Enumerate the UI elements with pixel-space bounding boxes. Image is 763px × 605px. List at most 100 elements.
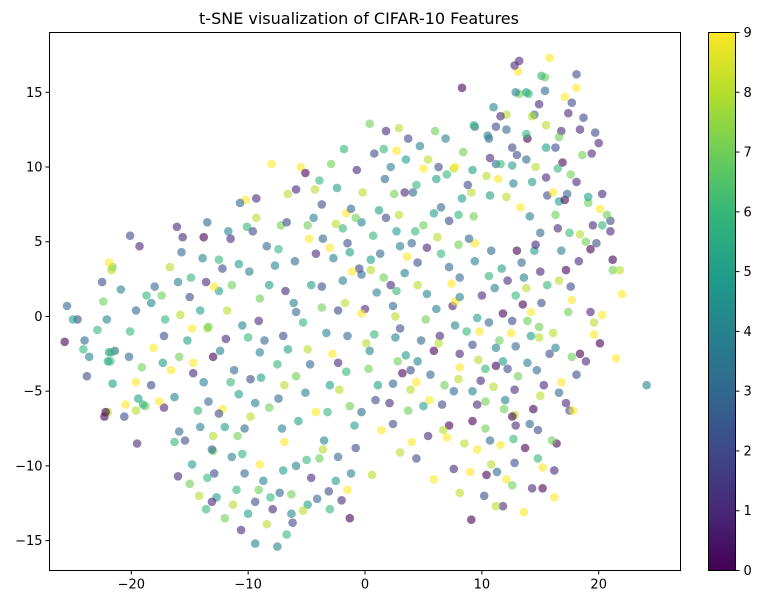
scatter-point xyxy=(322,328,331,338)
scatter-point xyxy=(533,454,543,463)
scatter-point xyxy=(602,210,612,220)
scatter-point xyxy=(218,264,227,273)
scatter-point xyxy=(554,132,564,142)
scatter-point xyxy=(484,271,494,281)
colorbar-ticks: 0 1 2 3 4 5 6 7 8 9 xyxy=(735,26,752,579)
scatter-point xyxy=(125,231,135,240)
scatter-point xyxy=(120,412,129,421)
scatter-point xyxy=(537,71,546,81)
scatter-point xyxy=(278,331,288,341)
scatter-point xyxy=(137,363,147,372)
colorbar-tick-label: 3 xyxy=(744,385,752,400)
scatter-point xyxy=(333,452,343,462)
scatter-point xyxy=(343,331,352,341)
scatter-point xyxy=(106,357,115,366)
scatter-point xyxy=(454,240,463,249)
scatter-point xyxy=(541,120,551,130)
scatter-point xyxy=(185,479,194,489)
scatter-point xyxy=(210,469,219,478)
scatter-point xyxy=(107,348,116,357)
scatter-point xyxy=(210,282,219,291)
scatter-point xyxy=(125,327,135,336)
scatter-point xyxy=(498,501,508,511)
scatter-point xyxy=(260,336,269,345)
colorbar-tick-label: 5 xyxy=(744,265,752,280)
colorbar-tick-label: 9 xyxy=(744,26,752,41)
scatter-point xyxy=(215,346,225,356)
x-tick-label: 20 xyxy=(590,578,607,593)
scatter-point xyxy=(324,487,334,496)
scatter-point xyxy=(364,364,373,374)
scatter-point xyxy=(551,143,560,152)
scatter-point xyxy=(301,388,310,398)
scatter-point xyxy=(180,436,190,445)
scatter-point xyxy=(557,246,566,255)
scatter-point xyxy=(346,204,356,214)
scatter-point xyxy=(381,213,391,223)
scatter-point xyxy=(567,98,577,107)
scatter-point xyxy=(523,358,532,368)
scatter-point xyxy=(611,354,621,363)
scatter-point xyxy=(195,422,205,432)
scatter-point xyxy=(511,421,520,430)
scatter-point xyxy=(455,488,465,498)
scatter-point xyxy=(561,265,571,275)
scatter-point xyxy=(240,424,249,433)
scatter-point xyxy=(608,265,617,275)
scatter-point xyxy=(294,416,303,426)
scatter-point xyxy=(302,455,311,465)
scatter-point xyxy=(84,352,94,362)
scatter-point xyxy=(489,382,498,392)
scatter-point xyxy=(491,122,501,131)
scatter-point xyxy=(289,298,299,308)
scatter-point xyxy=(165,262,175,272)
scatter-point xyxy=(581,237,591,246)
scatter-point xyxy=(275,488,285,498)
scatter-point xyxy=(509,434,518,444)
scatter-point xyxy=(291,461,301,471)
scatter-point xyxy=(433,232,442,242)
scatter-point xyxy=(575,230,585,239)
scatter-point xyxy=(503,276,512,285)
scatter-point xyxy=(357,218,366,227)
scatter-point xyxy=(214,255,224,264)
scatter-point xyxy=(385,398,394,408)
scatter-point xyxy=(547,436,557,445)
scatter-point xyxy=(326,159,336,169)
scatter-point xyxy=(527,484,537,493)
scatter-point xyxy=(531,240,540,249)
scatter-point xyxy=(135,241,144,251)
scatter-point xyxy=(455,273,465,282)
scatter-point xyxy=(379,144,389,154)
scatter-point xyxy=(388,301,398,311)
scatter-point xyxy=(107,265,116,275)
scatter-point xyxy=(274,244,283,254)
scatter-point xyxy=(513,371,523,381)
scatter-point xyxy=(332,183,342,193)
scatter-point xyxy=(550,493,559,502)
scatter-point xyxy=(311,407,321,417)
scatter-point xyxy=(393,357,403,366)
scatter-point xyxy=(392,286,401,296)
scatter-point xyxy=(525,419,535,429)
scatter-point xyxy=(195,306,205,315)
scatter-point xyxy=(423,155,433,164)
scatter-point xyxy=(567,295,577,305)
scatter-point xyxy=(554,388,564,398)
scatter-point xyxy=(82,371,92,381)
scatter-point xyxy=(255,460,265,469)
scatter-point xyxy=(586,244,595,254)
scatter-point xyxy=(491,361,501,371)
scatter-point xyxy=(342,367,351,377)
scatter-point xyxy=(121,400,130,409)
scatter-point xyxy=(291,307,301,317)
scatter-point xyxy=(391,333,400,342)
scatter-point xyxy=(131,306,141,315)
scatter-point xyxy=(335,385,344,395)
scatter-point xyxy=(553,164,563,173)
scatter-point xyxy=(303,500,313,510)
colorbar-tick-label: 6 xyxy=(744,205,752,220)
scatter-point xyxy=(489,102,498,112)
scatter-point xyxy=(419,164,428,173)
scatter-point xyxy=(246,374,255,384)
